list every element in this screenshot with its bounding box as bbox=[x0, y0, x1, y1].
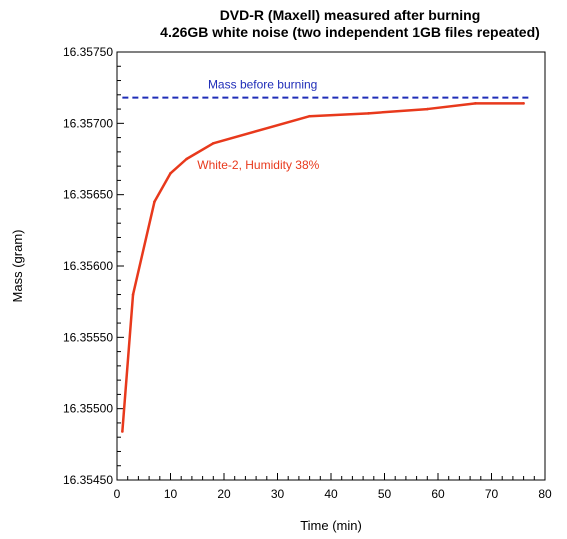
chart-subtitle: 4.26GB white noise (two independent 1GB … bbox=[160, 24, 540, 40]
y-axis-label: Mass (gram) bbox=[10, 230, 25, 303]
x-axis-label: Time (min) bbox=[300, 518, 362, 533]
x-tick-label: 40 bbox=[324, 487, 338, 501]
x-tick-label: 80 bbox=[538, 487, 552, 501]
y-tick-label: 16.35600 bbox=[63, 259, 113, 273]
y-tick-label: 16.35650 bbox=[63, 188, 113, 202]
x-tick-label: 30 bbox=[271, 487, 285, 501]
series-annotation-label: White-2, Humidity 38% bbox=[197, 158, 319, 172]
x-tick-label: 20 bbox=[217, 487, 231, 501]
series-points bbox=[121, 102, 525, 433]
x-tick-label: 50 bbox=[378, 487, 392, 501]
chart-title: DVD-R (Maxell) measured after burning bbox=[220, 7, 481, 23]
data-point bbox=[426, 107, 429, 111]
data-point bbox=[169, 171, 172, 175]
y-tick-label: 16.35550 bbox=[63, 330, 113, 344]
data-point bbox=[131, 293, 135, 296]
data-point bbox=[474, 102, 477, 105]
data-point bbox=[308, 114, 311, 118]
x-tick-label: 70 bbox=[485, 487, 499, 501]
data-point bbox=[153, 200, 156, 204]
y-tick-label: 16.35500 bbox=[63, 402, 113, 416]
y-tick-label: 16.35450 bbox=[63, 473, 113, 487]
x-tick-label: 60 bbox=[431, 487, 445, 501]
data-point bbox=[212, 142, 215, 145]
data-point bbox=[185, 157, 188, 161]
data-point bbox=[522, 102, 525, 105]
y-tick-label: 16.35750 bbox=[63, 45, 113, 59]
x-tick-label: 10 bbox=[164, 487, 178, 501]
tick-layer: 0 10 20 30 40 50 60 70 80 16.35450 16.35500 16.3555… bbox=[63, 45, 552, 501]
series-line-white-2 bbox=[121, 102, 524, 432]
reference-line-label: Mass before burning bbox=[208, 78, 317, 92]
data-point bbox=[367, 112, 370, 115]
plot-frame bbox=[116, 51, 546, 481]
data-point bbox=[121, 430, 124, 433]
x-tick-label: 0 bbox=[114, 487, 121, 501]
y-tick-label: 16.35700 bbox=[63, 116, 113, 130]
